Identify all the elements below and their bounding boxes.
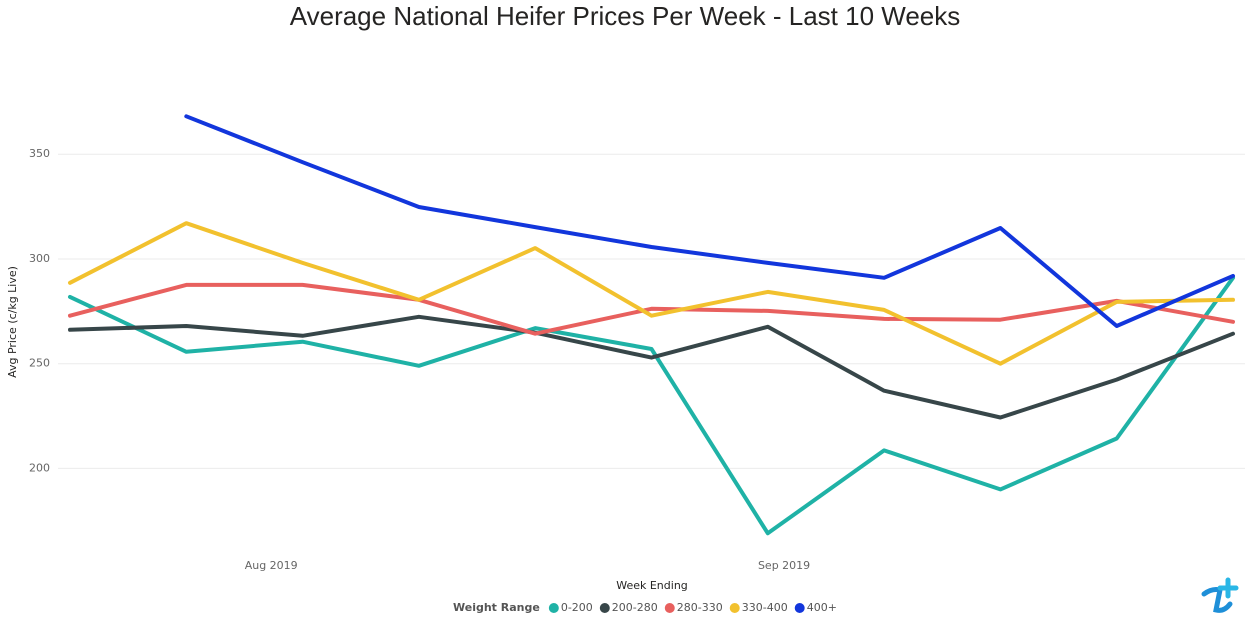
- legend-label: 330-400: [742, 601, 788, 614]
- series-line: [184, 114, 1235, 328]
- x-tick-label: Sep 2019: [758, 559, 810, 572]
- legend: Weight Range 0-200 200-280 280-330 330-400 40…: [453, 601, 837, 614]
- legend-marker: [729, 603, 740, 613]
- y-tick-label: 300: [29, 252, 50, 265]
- legend-marker: [599, 603, 610, 613]
- legend-marker: [794, 603, 805, 613]
- logo: [1201, 577, 1239, 613]
- legend-marker: [664, 603, 675, 613]
- legend-label: 280-330: [677, 601, 723, 614]
- y-tick-label: 200: [29, 461, 50, 474]
- legend-title: Weight Range: [453, 601, 540, 614]
- legend-label: 200-280: [612, 601, 658, 614]
- y-tick-label: 250: [29, 357, 50, 370]
- y-axis-title: Avg Price (c/kg Live): [6, 266, 19, 378]
- legend-label: 400+: [807, 601, 837, 614]
- series-line: [68, 314, 1235, 420]
- x-axis-title: Week Ending: [616, 579, 688, 592]
- series-line: [68, 275, 1235, 536]
- series-line: [68, 282, 1235, 336]
- x-tick-label: Aug 2019: [245, 559, 298, 572]
- series-line: [68, 221, 1235, 366]
- chart-title: Average National Heifer Prices Per Week …: [290, 1, 961, 31]
- grid: [58, 153, 1245, 469]
- y-tick-label: 350: [29, 147, 50, 160]
- legend-marker: [548, 603, 559, 613]
- legend-label: 0-200: [561, 601, 593, 614]
